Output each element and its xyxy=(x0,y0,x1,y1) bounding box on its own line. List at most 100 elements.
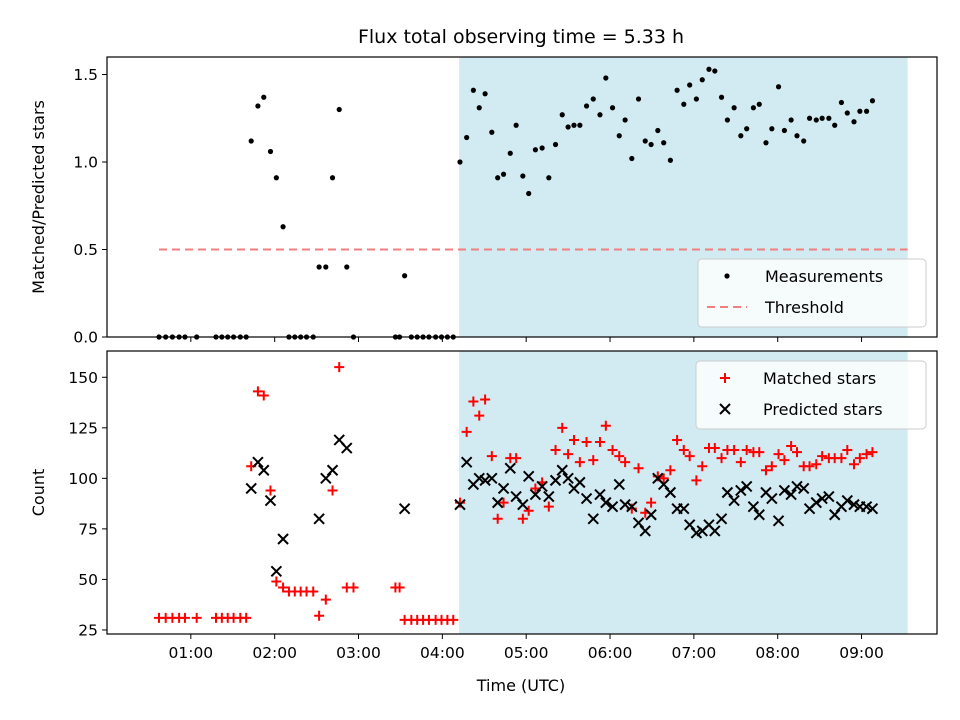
measurement-point xyxy=(583,103,590,109)
matched-point xyxy=(486,451,497,462)
measurement-point xyxy=(329,175,336,181)
matched-point xyxy=(620,457,631,468)
predicted-point xyxy=(562,472,574,485)
matched-point xyxy=(607,445,618,456)
matched-point xyxy=(754,447,765,458)
legend-box xyxy=(697,258,927,328)
measurement-point xyxy=(616,133,622,139)
x-tick-label: 01:00 xyxy=(169,644,214,662)
predicted-point xyxy=(678,502,690,515)
measurement-point xyxy=(857,108,863,114)
measurement-point xyxy=(482,91,488,97)
measurement-point xyxy=(603,75,609,81)
predicted-point xyxy=(556,464,568,476)
matched-point xyxy=(849,459,859,470)
matched-point xyxy=(314,610,325,621)
measurement-point xyxy=(712,68,718,74)
legend-label: Predicted stars xyxy=(763,400,883,419)
measurement-point xyxy=(622,117,628,123)
matched-point xyxy=(511,453,522,464)
measurement-point xyxy=(693,96,699,102)
measurement-point xyxy=(590,96,596,102)
matched-point xyxy=(517,513,528,524)
axes-frame xyxy=(106,350,938,635)
matched-point xyxy=(492,513,503,524)
measurement-point xyxy=(267,148,274,155)
predicted-point xyxy=(264,494,277,507)
matched-point xyxy=(633,463,644,474)
matched-point xyxy=(842,445,853,456)
y-tick-label: 25 xyxy=(78,621,98,639)
matched-point xyxy=(684,451,695,462)
figure-title: Flux total observing time = 5.33 h xyxy=(358,26,684,48)
x-tick-label: 04:00 xyxy=(420,644,465,662)
predicted-point xyxy=(543,490,555,503)
measurement-point xyxy=(457,159,463,165)
matched-point xyxy=(786,441,797,452)
predicted-point xyxy=(341,442,353,454)
matched-point xyxy=(563,449,574,460)
predicted-point xyxy=(747,500,760,513)
matched-point xyxy=(804,461,815,472)
measurement-point xyxy=(788,117,794,123)
predicted-point xyxy=(816,492,828,505)
matched-point xyxy=(588,455,599,466)
measurement-point xyxy=(687,82,693,88)
predicted-point xyxy=(486,472,498,485)
predicted-point xyxy=(866,502,879,515)
matched-point xyxy=(327,485,338,496)
matched-point xyxy=(557,422,568,433)
predicted-point xyxy=(709,525,721,537)
predicted-point xyxy=(454,498,466,511)
measurement-point xyxy=(851,119,857,125)
matched-point xyxy=(665,465,676,476)
matched-point xyxy=(568,434,579,445)
matched-point xyxy=(658,473,669,484)
predicted-point xyxy=(740,480,753,493)
measurement-point xyxy=(674,87,680,93)
predicted-point xyxy=(753,509,765,521)
measurement-point xyxy=(681,101,687,107)
measurement-point xyxy=(655,127,661,134)
matched-point xyxy=(480,394,491,405)
y-tick-label: 0.5 xyxy=(73,241,98,259)
measurement-point xyxy=(635,96,642,102)
measurement-point xyxy=(738,133,744,139)
matched-point xyxy=(498,497,509,508)
measurement-point xyxy=(863,108,870,114)
legend: Measurements Threshold xyxy=(697,258,927,328)
matched-point xyxy=(760,465,771,476)
matched-point xyxy=(600,420,611,431)
measurement-point xyxy=(667,157,673,163)
measurement-point xyxy=(648,141,654,148)
predicted-point xyxy=(797,482,810,495)
measurement-point xyxy=(273,175,279,181)
predicted-point xyxy=(398,502,411,515)
predicted-point xyxy=(252,456,264,468)
matched-point xyxy=(348,582,359,593)
predicted-point xyxy=(735,484,747,497)
matched-point xyxy=(614,451,625,462)
predicted-point xyxy=(639,525,651,537)
measurement-point xyxy=(255,103,261,109)
y-axis-label: Matched/Predicted stars xyxy=(29,100,48,294)
matched-point xyxy=(773,449,784,460)
y-tick-label: 1.0 xyxy=(73,154,98,172)
predicted-point xyxy=(580,492,593,505)
series-measurements xyxy=(156,66,876,340)
x-tick-label: 07:00 xyxy=(672,644,717,662)
matched-point xyxy=(697,461,708,472)
measurement-point xyxy=(559,112,565,118)
matched-point xyxy=(836,453,847,464)
matched-point xyxy=(854,453,865,464)
predicted-point xyxy=(785,488,797,501)
matched-point xyxy=(811,459,822,470)
axes-frame xyxy=(106,56,938,338)
measurement-point xyxy=(629,155,635,162)
measurement-point xyxy=(489,129,495,135)
matched-point xyxy=(574,457,585,468)
matched-point xyxy=(334,362,345,373)
measurement-point xyxy=(801,138,807,144)
measurement-point xyxy=(532,147,539,153)
series-matched-stars xyxy=(153,362,878,625)
